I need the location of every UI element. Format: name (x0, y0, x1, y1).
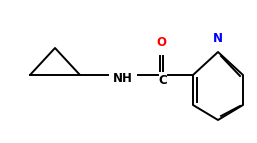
Text: N: N (213, 31, 223, 44)
Text: C: C (159, 74, 167, 87)
Text: O: O (156, 35, 166, 48)
Text: NH: NH (113, 72, 133, 85)
